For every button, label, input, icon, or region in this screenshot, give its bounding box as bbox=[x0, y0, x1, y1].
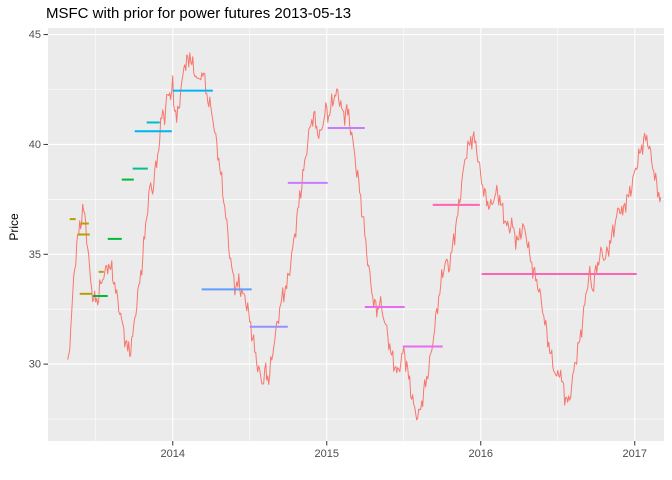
y-tick-label: 30 bbox=[29, 359, 41, 371]
plot-panel bbox=[48, 28, 664, 441]
chart-title: MSFC with prior for power futures 2013-0… bbox=[46, 5, 352, 22]
price-line bbox=[67, 52, 662, 421]
y-tick-label: 40 bbox=[29, 139, 41, 151]
x-tick-label: 2016 bbox=[468, 448, 492, 460]
y-axis-title: Price bbox=[7, 213, 21, 241]
x-tick-label: 2015 bbox=[314, 448, 338, 460]
x-tick-label: 2017 bbox=[622, 448, 646, 460]
y-tick-label: 35 bbox=[29, 249, 41, 261]
x-tick-label: 2014 bbox=[160, 448, 184, 460]
y-tick-label: 45 bbox=[29, 29, 41, 41]
